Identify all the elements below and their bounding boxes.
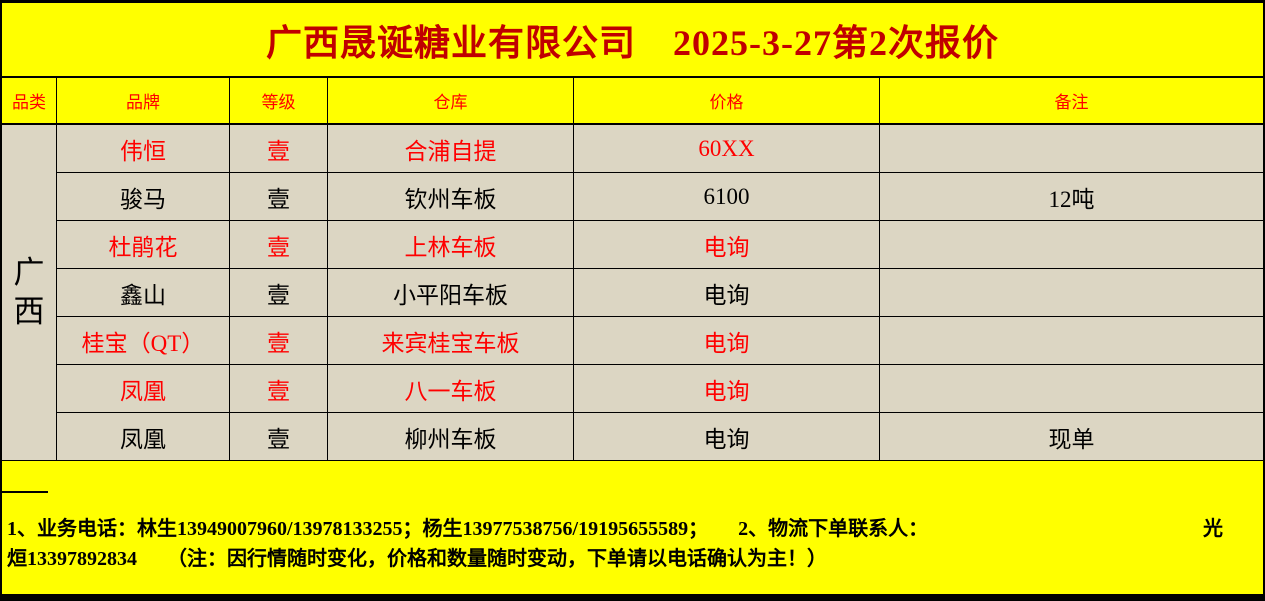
column-header-category: 品类 — [2, 78, 57, 125]
category-cell: 广西 — [2, 125, 57, 461]
note-cell — [880, 221, 1263, 269]
note-cell: 现单 — [880, 413, 1263, 461]
warehouse-cell: 柳州车板 — [328, 413, 574, 461]
price-cell: 电询 — [574, 413, 880, 461]
price-cell: 60XX — [574, 125, 880, 173]
contact-line-1-wrap-char: 光 — [1203, 518, 1223, 540]
note-cell — [880, 125, 1263, 173]
warehouse-cell: 上林车板 — [328, 221, 574, 269]
footer-notes: 1、业务电话：林生13949007960/13978133255；杨生13977… — [2, 491, 1263, 601]
column-header-warehouse: 仓库 — [328, 78, 574, 125]
warehouse-cell: 来宾桂宝车板 — [328, 317, 574, 365]
column-header-price: 价格 — [574, 78, 880, 125]
title-bar: 广西晟诞糖业有限公司 2025-3-27第2次报价 — [2, 3, 1263, 78]
grade-cell: 壹 — [230, 317, 328, 365]
warehouse-cell: 八一车板 — [328, 365, 574, 413]
warehouse-cell: 小平阳车板 — [328, 269, 574, 317]
brand-cell: 凤凰 — [57, 413, 230, 461]
column-header-brand: 品牌 — [57, 78, 230, 125]
note-cell — [880, 269, 1263, 317]
note-cell — [880, 365, 1263, 413]
brand-cell: 伟恒 — [57, 125, 230, 173]
note-cell: 12吨 — [880, 173, 1263, 221]
page-title: 广西晟诞糖业有限公司 2025-3-27第2次报价 — [266, 22, 999, 63]
warehouse-cell: 钦州车板 — [328, 173, 574, 221]
price-cell: 电询 — [574, 269, 880, 317]
grade-cell: 壹 — [230, 413, 328, 461]
price-cell: 电询 — [574, 317, 880, 365]
warehouse-cell: 合浦自提 — [328, 125, 574, 173]
price-table: 品类 品牌 等级 仓库 价格 备注 广西 伟恒 壹 合浦自提 60XX 骏马 壹… — [2, 78, 1263, 461]
divider-line — [2, 491, 48, 493]
column-header-note: 备注 — [880, 78, 1263, 125]
brand-cell: 鑫山 — [57, 269, 230, 317]
column-header-grade: 等级 — [230, 78, 328, 125]
price-cell: 电询 — [574, 365, 880, 413]
brand-cell: 凤凰 — [57, 365, 230, 413]
note-cell — [880, 317, 1263, 365]
grade-cell: 壹 — [230, 221, 328, 269]
brand-cell: 骏马 — [57, 173, 230, 221]
contact-line-1-text: 1、业务电话：林生13949007960/13978133255；杨生13977… — [7, 518, 929, 540]
brand-cell: 杜鹃花 — [57, 221, 230, 269]
contact-line-1: 1、业务电话：林生13949007960/13978133255；杨生13977… — [7, 514, 1263, 544]
price-cell: 6100 — [574, 173, 880, 221]
grade-cell: 壹 — [230, 173, 328, 221]
category-label: 广西 — [13, 254, 45, 329]
contact-line-2: 烜13397892834 （注：因行情随时变化，价格和数量随时变动，下单请以电话… — [7, 548, 827, 570]
price-cell: 电询 — [574, 221, 880, 269]
grade-cell: 壹 — [230, 125, 328, 173]
bottom-border-bar — [2, 594, 1263, 601]
grade-cell: 壹 — [230, 365, 328, 413]
grade-cell: 壹 — [230, 269, 328, 317]
brand-cell: 桂宝（QT） — [57, 317, 230, 365]
